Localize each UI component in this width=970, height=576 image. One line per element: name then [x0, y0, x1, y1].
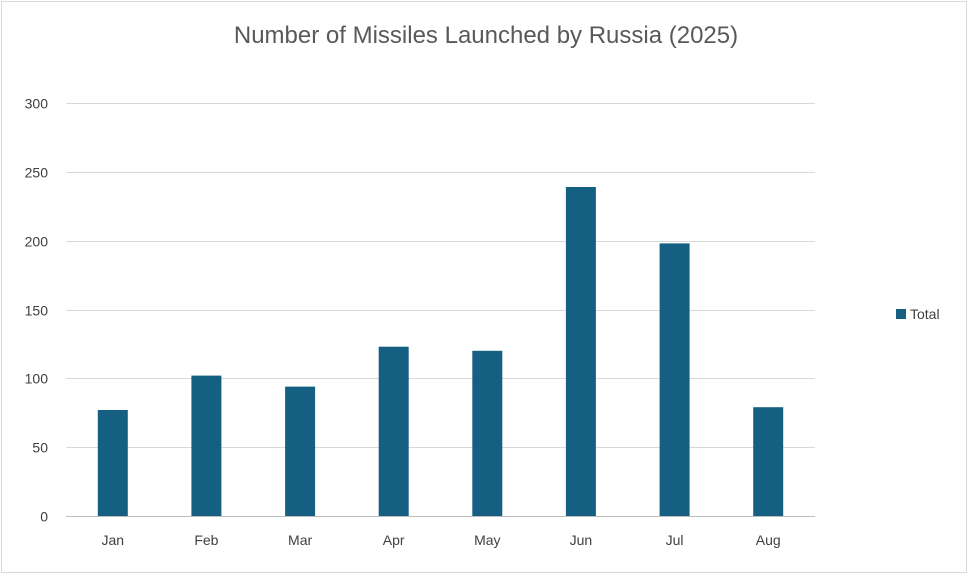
- bar-feb: [191, 375, 222, 516]
- y-tick-label: 100: [25, 371, 49, 387]
- x-tick-label: Jan: [102, 532, 125, 548]
- y-tick-label: 150: [25, 303, 49, 319]
- x-tick-label: May: [474, 532, 500, 548]
- chart-title: Number of Missiles Launched by Russia (2…: [234, 22, 738, 49]
- y-tick-label: 200: [25, 234, 49, 250]
- x-tick-label: Apr: [383, 532, 405, 548]
- bar-jan: [97, 410, 128, 516]
- bar-apr: [378, 346, 409, 516]
- x-tick-label: Mar: [288, 532, 312, 548]
- x-tick-label: Jun: [570, 532, 593, 548]
- x-tick-label: Feb: [194, 532, 218, 548]
- gridlines: [66, 103, 815, 517]
- bar-aug: [753, 407, 784, 516]
- x-axis-tick-labels: Jan Feb Mar Apr May Jun Jul Aug: [102, 532, 781, 548]
- y-axis-tick-labels: 0 50 100 150 200 250 300: [25, 96, 49, 525]
- x-tick-label: Jul: [666, 532, 684, 548]
- y-tick-label: 0: [40, 509, 48, 525]
- y-tick-label: 300: [25, 96, 49, 112]
- bar-jun: [565, 187, 596, 516]
- bar-mar: [285, 386, 316, 516]
- bar-jul: [659, 243, 690, 516]
- legend-label-total: Total: [910, 306, 940, 322]
- bar-may: [472, 350, 503, 516]
- legend: Total: [896, 306, 940, 322]
- y-tick-label: 250: [25, 165, 49, 181]
- y-tick-label: 50: [32, 440, 48, 456]
- legend-swatch-total: [896, 309, 906, 319]
- bars: [97, 187, 784, 516]
- x-tick-label: Aug: [756, 532, 781, 548]
